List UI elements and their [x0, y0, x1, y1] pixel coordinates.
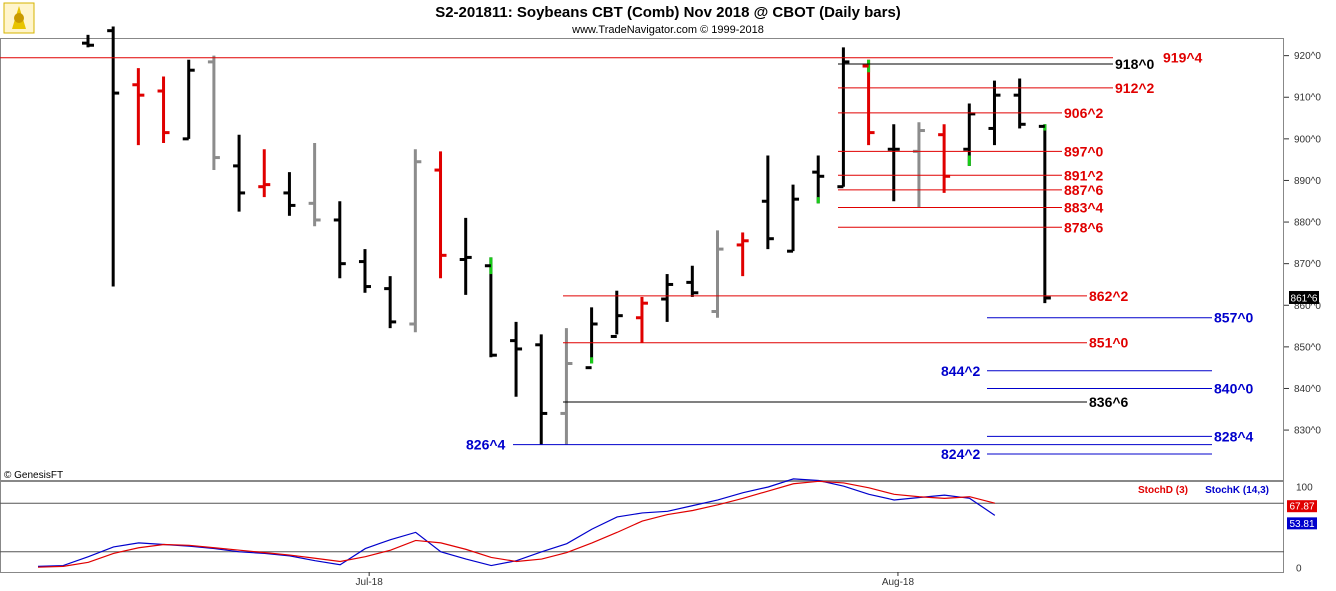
stoch-tick-label: 0: [1296, 564, 1302, 575]
stochk-value: 53.81: [1289, 519, 1314, 530]
ohlc-bar: [711, 230, 724, 318]
level-label: 887^6: [1064, 182, 1104, 198]
stochd-value: 67.87: [1289, 502, 1314, 513]
logo-icon: [3, 2, 35, 34]
level-label: 912^2: [1115, 80, 1155, 96]
ohlc-bar: [182, 59, 195, 141]
ohlc-bar: [484, 257, 497, 358]
stochd-line: [37, 480, 995, 568]
x-tick-label: Aug-18: [882, 577, 915, 588]
stochastic-panel: [0, 481, 1284, 573]
ohlc-bar: [1013, 78, 1026, 129]
y-tick-label: 830^0: [1294, 426, 1321, 437]
ohlc-bar: [459, 217, 472, 295]
last-price-label: 861^6: [1291, 293, 1318, 304]
level-label: 918^0: [1115, 56, 1155, 72]
ohlc-bar: [686, 265, 699, 297]
level-label: 836^6: [1089, 394, 1129, 410]
level-label: 878^6: [1064, 219, 1104, 235]
y-tick-label: 910^0: [1294, 93, 1321, 104]
level-label: 891^2: [1064, 167, 1104, 183]
date-axis: Jul-18 Aug-18: [356, 572, 915, 588]
price-axis: 830^0 840^0 850^0 860^0 870^0 880^0 890^0 900^0…: [1284, 51, 1321, 437]
chart-subtitle: www.TradeNavigator.com © 1999-2018: [571, 24, 764, 36]
stoch-tick-label: 100: [1296, 483, 1313, 494]
stochd-value-box: [1287, 500, 1317, 513]
ohlc-bar: [963, 103, 976, 166]
y-tick-label: 880^0: [1294, 218, 1321, 229]
chart-title: S2-201811: Soybeans CBT (Comb) Nov 2018 …: [435, 4, 901, 21]
level-label: 828^4: [1214, 428, 1254, 444]
level-label: 906^2: [1064, 105, 1104, 121]
ohlc-bar: [308, 143, 321, 227]
last-price-box: [1289, 290, 1319, 304]
level-label: 844^2: [941, 363, 981, 379]
ohlc-bar: [233, 134, 246, 212]
ohlc-bar: [384, 276, 397, 329]
ohlc-bar: [207, 55, 220, 171]
y-tick-label: 900^0: [1294, 134, 1321, 145]
stochastic-layer: 0 100 67.87 53.81: [0, 478, 1317, 575]
ohlc-bar: [510, 321, 523, 397]
level-label: 857^0: [1214, 310, 1254, 326]
ohlc-bar: [812, 155, 825, 204]
ohlc-bar: [434, 151, 447, 279]
level-label: 824^2: [941, 446, 981, 462]
y-tick-label: 920^0: [1294, 51, 1321, 62]
stochastic-legend: StochD (3) StochK (14,3): [1138, 485, 1269, 496]
ohlc-bar: [912, 122, 925, 208]
ohlc-bar: [258, 149, 271, 198]
header: S2-201811: Soybeans CBT (Comb) Nov 2018 …: [3, 2, 901, 36]
y-tick-label: 860^0: [1294, 301, 1321, 312]
legend-stochk: StochK (14,3): [1205, 485, 1269, 496]
ohlc-bar: [535, 334, 548, 445]
ohlc-bar: [661, 274, 674, 322]
ohlc-bar: [132, 68, 145, 146]
ohlc-bar: [938, 124, 951, 193]
stochk-value-box: [1287, 517, 1317, 530]
price-layer: [82, 26, 1051, 445]
ohlc-bar: [610, 290, 623, 338]
level-label: 851^0: [1089, 335, 1129, 351]
ohlc-bar: [333, 201, 346, 279]
y-tick-label: 850^0: [1294, 342, 1321, 353]
y-tick-label: 840^0: [1294, 384, 1321, 395]
stochk-line: [37, 478, 996, 567]
ohlc-bar: [409, 149, 422, 333]
level-label: 919^4: [1163, 50, 1203, 66]
ohlc-bar: [107, 26, 120, 287]
level-label: 862^2: [1089, 288, 1129, 304]
level-label: 840^0: [1214, 380, 1254, 396]
ohlc-bar: [1038, 124, 1051, 304]
ohlc-bar: [862, 59, 875, 146]
price-panel: [0, 38, 1284, 481]
level-label: 826^4: [466, 437, 506, 453]
y-tick-label: 870^0: [1294, 259, 1321, 270]
ohlc-bar: [761, 155, 774, 250]
ohlc-bar: [837, 47, 850, 189]
ohlc-bar: [82, 34, 94, 48]
ohlc-bar: [635, 296, 648, 343]
ohlc-bar: [560, 328, 573, 445]
level-layer: 919^4 918^0 912^2 906^2 897^0 891^2887^6883^4…: [0, 50, 1254, 462]
ohlc-bar: [358, 249, 371, 293]
level-label: 883^4: [1064, 199, 1104, 215]
x-tick-label: Jul-18: [356, 577, 384, 588]
ohlc-bar: [157, 76, 170, 144]
y-tick-label: 890^0: [1294, 176, 1321, 187]
level-label: 897^0: [1064, 143, 1104, 159]
ohlc-bar: [736, 232, 749, 277]
ohlc-bar: [887, 124, 900, 202]
ohlc-bar: [585, 307, 598, 370]
ohlc-bar: [787, 184, 800, 253]
legend-stochd: StochD (3): [1138, 485, 1188, 496]
copyright-text: © GenesisFT: [4, 470, 63, 481]
ohlc-bar: [283, 172, 296, 216]
